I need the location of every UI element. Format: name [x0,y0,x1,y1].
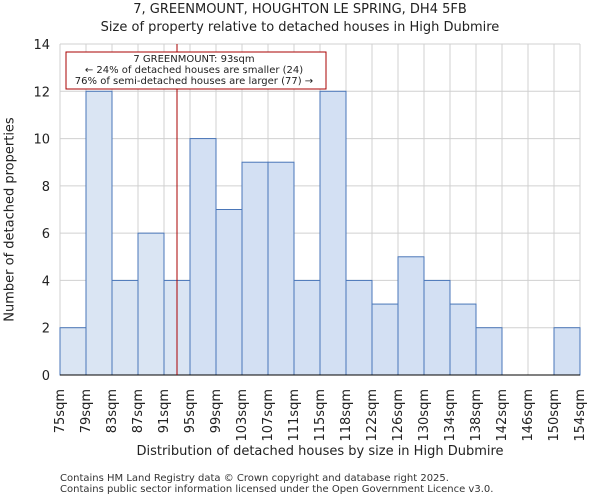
bar [449,303,477,376]
x-tick-label: 95sqm [183,389,198,433]
bar [423,279,451,376]
bar [293,279,321,376]
axes: 0 2 4 6 8 10 12 14 75sqm 79sqm 83sqm 87sqm 91sqm 95sq… [33,38,588,442]
footer-line-1: Contains HM Land Registry data © Crown c… [60,473,449,484]
annotation-line-3: 76% of semi-detached houses are larger (… [75,76,313,87]
x-tick-label: 122sqm [365,389,380,442]
annotation-line-2: ← 24% of detached houses are smaller (24… [85,65,303,76]
bar [189,138,217,376]
x-tick-label: 150sqm [547,389,562,442]
x-axis-label: Distribution of detached houses by size … [136,444,504,459]
bar [111,279,139,376]
bar [59,327,87,376]
footer-line-2: Contains public sector information licen… [60,484,494,495]
x-tick-label: 126sqm [391,389,406,442]
y-tick-label: 8 [42,180,50,195]
x-tick-label: 103sqm [235,389,250,442]
x-tick-label: 99sqm [209,389,224,433]
x-tick-label: 130sqm [417,389,432,442]
x-tick-label: 107sqm [261,389,276,442]
y-tick-label: 4 [42,274,50,289]
bar [241,161,269,376]
y-tick-label: 2 [42,322,50,337]
bar [371,303,399,376]
x-tick-label: 118sqm [339,389,354,442]
bars [59,90,581,376]
bar [137,232,165,376]
x-tick-label: 75sqm [53,389,68,433]
x-tick-label: 79sqm [79,389,94,433]
x-tick-label: 154sqm [573,389,588,442]
y-tick-label: 14 [33,38,50,53]
bar [267,161,295,376]
x-tick-label: 115sqm [313,389,328,442]
x-tick-label: 87sqm [131,389,146,433]
y-axis-label: Number of detached properties [2,117,18,322]
bar [345,279,373,376]
x-tick-label: 146sqm [521,389,536,442]
y-tick-label: 12 [33,85,50,100]
y-tick-label: 0 [42,369,50,384]
chart-title: 7, GREENMOUNT, HOUGHTON LE SPRING, DH4 5… [133,2,467,17]
annotation: 7 GREENMOUNT: 93sqm← 24% of detached hou… [65,51,327,90]
x-tick-label: 111sqm [287,389,302,442]
bar [85,90,113,376]
x-tick-label: 138sqm [469,389,484,442]
annotation-line-1: 7 GREENMOUNT: 93sqm [133,54,254,65]
x-tick-label: 142sqm [495,389,510,442]
chart-subtitle: Size of property relative to detached ho… [100,20,500,35]
bar [215,209,243,376]
x-tick-label: 134sqm [443,389,458,442]
x-tick-label: 83sqm [105,389,120,433]
x-tick-label: 91sqm [157,389,172,433]
bar [319,90,347,376]
bar [397,256,425,376]
bar [553,327,581,376]
bar [475,327,503,376]
y-tick-label: 10 [33,133,50,148]
y-tick-label: 6 [42,227,50,242]
annotation-box [65,51,327,90]
